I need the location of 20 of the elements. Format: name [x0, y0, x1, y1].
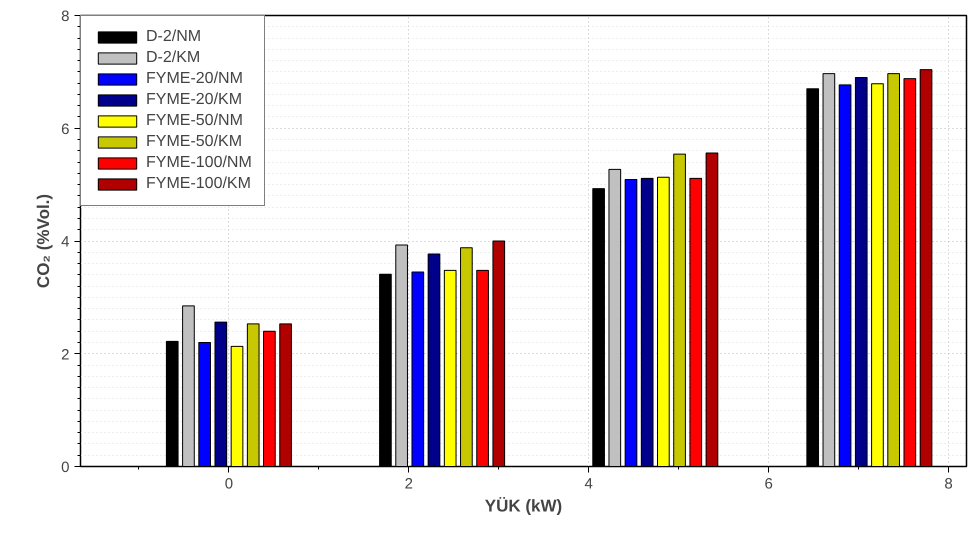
legend-label: FYME-20/NM — [146, 70, 243, 88]
legend-label: FYME-50/KM — [146, 133, 242, 151]
legend-label: D-2/NM — [146, 28, 202, 46]
x-tick-label: 0 — [224, 476, 234, 492]
x-axis-title: YÜK (kW) — [484, 496, 562, 516]
x-tick-label: 6 — [764, 476, 773, 492]
legend-label: FYME-50/NM — [146, 112, 243, 130]
y-tick-label: 8 — [61, 8, 70, 25]
y-axis-title: CO₂ (%Vol.) — [34, 194, 54, 288]
legend-label: FYME-100/KM — [146, 175, 251, 193]
x-tick-label: 4 — [584, 476, 593, 492]
legend-label: FYME-100/NM — [146, 154, 252, 172]
legend-label: FYME-20/KM — [146, 91, 242, 109]
y-tick-label: 0 — [61, 459, 70, 476]
y-tick-label: 2 — [61, 346, 70, 364]
x-tick-label: 8 — [944, 476, 953, 492]
y-tick-label: 6 — [61, 120, 70, 138]
x-tick-label: 2 — [404, 476, 413, 492]
y-tick-label: 4 — [61, 234, 70, 250]
legend-label: D-2/KM — [146, 49, 200, 67]
